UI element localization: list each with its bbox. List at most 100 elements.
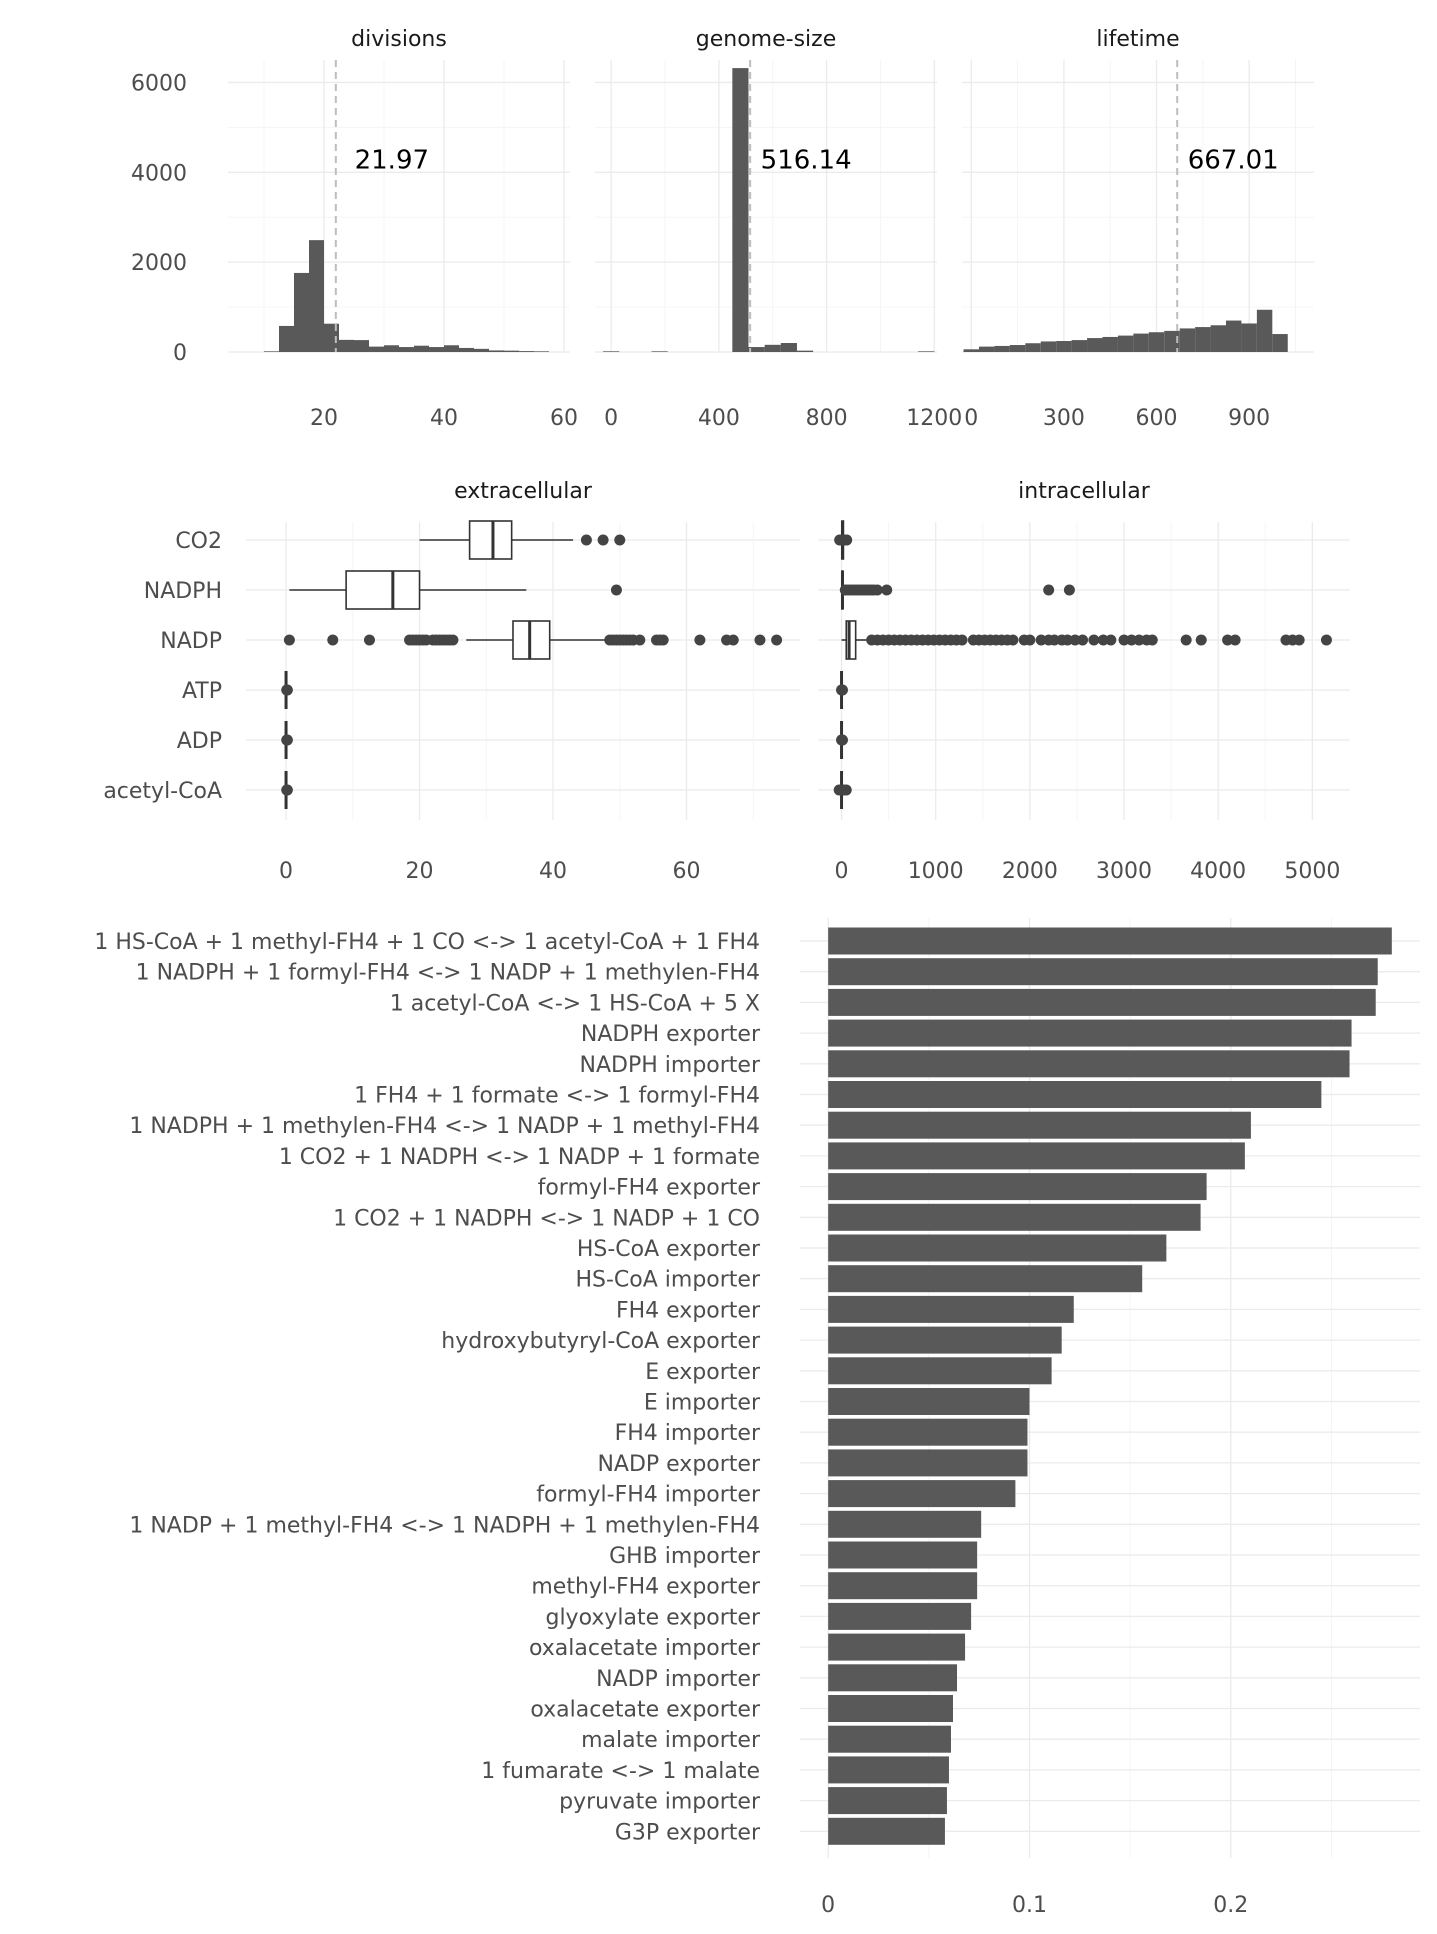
bar: [828, 1388, 1030, 1415]
histogram-bar: [339, 339, 354, 352]
histogram-bar: [459, 347, 474, 352]
histogram-bar: [994, 345, 1010, 352]
bar: [828, 1480, 1016, 1508]
outlier-point: [1035, 634, 1047, 646]
outlier-point: [727, 634, 739, 646]
horizontal-bar-panel: 1 HS-CoA + 1 methyl-FH4 + 1 CO <-> 1 ace…: [94, 918, 1420, 1918]
box-NADPH: [839, 570, 1075, 610]
histogram-bar: [309, 240, 324, 352]
bar: [828, 1019, 1352, 1047]
outlier-point: [1097, 634, 1109, 646]
box-ATP: [281, 671, 293, 709]
y-tick-label: formyl-FH4 importer: [536, 1483, 761, 1508]
x-tick-label: 600: [1136, 406, 1178, 431]
y-tick-label: methyl-FH4 exporter: [531, 1575, 761, 1600]
outlier-point: [1048, 634, 1060, 646]
histogram-bar: [1210, 325, 1226, 352]
x-tick-label: 3000: [1096, 859, 1152, 884]
y-tick-label: NADPH importer: [580, 1053, 761, 1078]
outlier-point: [1063, 584, 1075, 596]
x-tick-label: 300: [1043, 406, 1085, 431]
outlier-point: [1293, 634, 1305, 646]
y-tick-label: 1 NADP + 1 methyl-FH4 <-> 1 NADPH + 1 me…: [129, 1513, 760, 1538]
x-tick-label: 5000: [1284, 859, 1340, 884]
outlier-point: [1062, 634, 1074, 646]
bar: [828, 1203, 1201, 1231]
y-tick-label: glyoxylate exporter: [545, 1605, 760, 1630]
y-tick-label: FH4 importer: [615, 1421, 761, 1446]
histogram-panel-genome-size: 516.14 genome-size 0 400 800 1200: [595, 27, 962, 431]
y-tick-label: NADPH exporter: [581, 1022, 761, 1047]
histogram-bar: [534, 351, 549, 352]
outlier-point: [1077, 634, 1089, 646]
mean-label: 21.97: [355, 145, 429, 175]
x-tick-label: 0: [964, 406, 978, 431]
outlier-point: [881, 584, 893, 596]
boxplot-panel-extracellular: extracellular 0 20 40 60: [246, 479, 800, 884]
histogram-panel-lifetime: 667.01 lifetime 0 300 600 900: [962, 27, 1314, 431]
histogram-bar: [1272, 334, 1288, 352]
y-tick-label: formyl-FH4 exporter: [538, 1176, 761, 1201]
y-tick-label: 1 HS-CoA + 1 methyl-FH4 + 1 CO <-> 1 ace…: [94, 930, 760, 955]
histogram-bar: [1040, 341, 1057, 352]
y-tick-label: pyruvate importer: [559, 1790, 761, 1815]
x-tick-label: 400: [698, 406, 740, 431]
bar: [828, 958, 1378, 986]
x-tick-label: 2000: [1002, 859, 1058, 884]
histogram-bar: [1179, 328, 1196, 352]
y-tick-label: GHB importer: [609, 1544, 761, 1569]
histogram-bar: [978, 346, 995, 352]
y-tick-label: E importer: [644, 1391, 761, 1416]
x-tick-label: 0.2: [1213, 1893, 1248, 1918]
bar: [828, 1449, 1028, 1477]
histogram-bar: [1226, 320, 1242, 352]
histogram-bar: [1148, 332, 1165, 352]
outlier-point: [841, 534, 853, 546]
y-tick-label: 1 acetyl-CoA <-> 1 HS-CoA + 5 X: [390, 991, 760, 1016]
outlier-point: [771, 634, 783, 646]
boxplot-panel-intracellular: intracellular 0 1000 2000 3000 4000 5000: [818, 479, 1350, 884]
y-tick-label: NADPH: [144, 579, 222, 604]
bar: [828, 1418, 1028, 1446]
x-tick-label: 1200: [906, 406, 962, 431]
histogram-bar: [1133, 333, 1149, 352]
histogram-bar: [489, 350, 504, 352]
outlier-point: [836, 684, 848, 696]
outlier-point: [1043, 584, 1055, 596]
x-tick-label: 0.1: [1012, 1893, 1047, 1918]
y-tick-label: oxalacetate importer: [529, 1636, 761, 1661]
outlier-point: [1126, 634, 1138, 646]
histogram-bar: [1102, 336, 1118, 352]
y-tick-label: hydroxybutyryl-CoA exporter: [441, 1329, 761, 1354]
histogram-bar: [732, 68, 749, 352]
x-tick-label: 40: [430, 406, 458, 431]
y-tick-label: 4000: [131, 161, 187, 186]
outlier-point: [754, 634, 766, 646]
histogram-bar: [1087, 338, 1103, 352]
x-tick-label: 1000: [908, 859, 964, 884]
x-tick-label: 0: [279, 859, 293, 884]
box-acetyl-CoA: [833, 771, 852, 809]
outlier-point: [1088, 634, 1100, 646]
bar: [828, 1173, 1207, 1201]
facet-title: lifetime: [1096, 27, 1179, 52]
outlier-point: [1118, 634, 1130, 646]
box-NADP: [841, 620, 1332, 660]
y-tick-label: NADP: [160, 629, 222, 654]
facet-title: divisions: [351, 27, 447, 52]
outlier-point: [657, 634, 669, 646]
y-tick-label: 1 CO2 + 1 NADPH <-> 1 NADP + 1 CO: [333, 1206, 760, 1231]
bar: [828, 927, 1392, 955]
box-ADP: [281, 721, 293, 759]
y-tick-label: oxalacetate exporter: [530, 1698, 761, 1723]
bar: [828, 1081, 1322, 1108]
histogram-bar: [264, 351, 279, 352]
outlier-point: [1146, 634, 1158, 646]
y-tick-label: ATP: [182, 679, 222, 704]
box-iqr: [468, 520, 513, 560]
y-tick-label: 1 FH4 + 1 formate <-> 1 formyl-FH4: [354, 1084, 760, 1109]
histogram-bar: [429, 347, 444, 352]
outlier-point: [610, 584, 622, 596]
y-tick-label: 2000: [131, 251, 187, 276]
